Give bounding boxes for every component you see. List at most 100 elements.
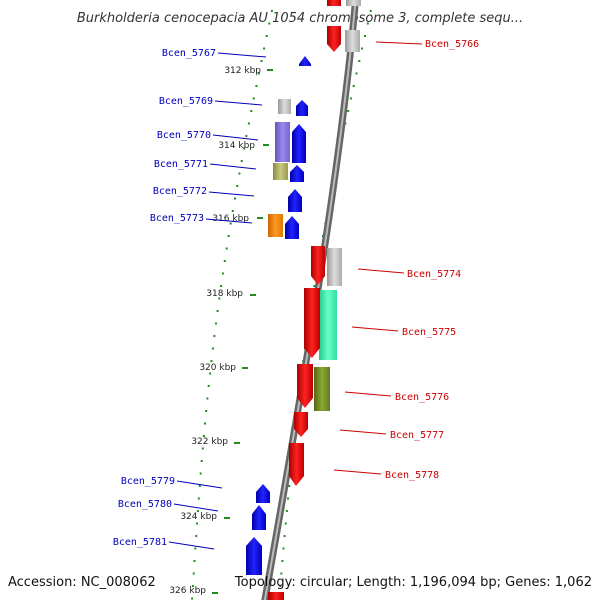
gene-arrow-bcen-5766[interactable] — [327, 26, 341, 52]
gene-label-bcen-5766[interactable]: Bcen_5766 — [425, 39, 479, 50]
tick-rail-left-dot — [236, 185, 239, 187]
kbp-ticks: 312 kbp 314 kbp 316 kbp 318 kbp 320 kbp … — [169, 66, 273, 596]
tick-rail-left-dot — [199, 472, 202, 475]
gene-label-bcen-5769[interactable]: Bcen_5769 — [159, 96, 213, 107]
tick-rail-left-dot — [225, 247, 228, 250]
leader-line-bcen-5772 — [208, 191, 255, 197]
kbp-tick-324: 324 kbp — [180, 512, 217, 522]
tick-rail-left-dot — [221, 272, 224, 275]
kbp-tick-318: 318 kbp — [206, 289, 243, 299]
tick-rail-left-dot — [270, 10, 273, 12]
annotation-box-5773 — [268, 214, 283, 237]
annotation-box-5776 — [314, 367, 330, 411]
tick-rail-left-dot — [263, 47, 266, 50]
gene-label-bcen-5770[interactable]: Bcen_5770 — [157, 130, 211, 141]
tick-rail-left-dot — [194, 547, 197, 550]
leader-line-bcen-5776 — [344, 391, 392, 397]
gene-arrow-bcen-5772[interactable] — [288, 189, 302, 212]
tick-rail-left-dot — [265, 35, 268, 37]
tick-rail-right-dot — [366, 22, 369, 25]
leader-line-bcen-5771 — [209, 163, 257, 170]
gene-arrow-bcen-5780[interactable] — [252, 505, 266, 530]
gene-arrow-bcen-5777[interactable] — [294, 412, 308, 437]
kbp-tick-320-mark — [242, 367, 248, 369]
gene-arrow-bcen-5771[interactable] — [290, 165, 304, 182]
tick-rail-right-dot — [281, 560, 284, 562]
tick-rail-left-dot — [229, 222, 232, 225]
gene-arrow-bcen-5775[interactable] — [304, 288, 320, 358]
gene-arrow-bcen-5776[interactable] — [297, 364, 313, 408]
annotation-box-5766 — [345, 30, 360, 52]
tick-rail-right-dot — [352, 85, 355, 87]
gene-label-bcen-5777[interactable]: Bcen_5777 — [390, 430, 444, 441]
kbp-tick-314-mark — [263, 144, 269, 146]
tick-rail-left-dot — [257, 72, 260, 75]
tick-rail-left-dot — [260, 60, 263, 62]
tick-rail-right-dot — [347, 110, 350, 112]
kbp-tick-312: 312 kbp — [224, 66, 261, 76]
leader-line-bcen-5778 — [333, 469, 382, 475]
tick-rail-right-dot — [358, 60, 361, 62]
kbp-tick-312-mark — [267, 69, 273, 71]
tick-rail-left-dot — [250, 110, 253, 112]
gene-arrow-bcen-5781[interactable] — [246, 537, 262, 575]
tick-rail-left-dot — [238, 172, 241, 175]
tick-rail-left-dot — [240, 160, 243, 162]
tick-rail-left-dot — [198, 485, 201, 487]
kbp-tick-318-mark — [250, 294, 256, 296]
tick-rail-left-dot — [216, 310, 219, 312]
tick-rail-left-dot — [245, 135, 248, 137]
gene-arrow-bcen-5766-top[interactable] — [327, 0, 341, 6]
tick-rail-right-dot — [287, 497, 289, 500]
tick-rail-right-dot — [349, 97, 352, 100]
reverse-gene-labels: Bcen_5766 Bcen_5774 Bcen_5775 Bcen_5776 … — [333, 39, 479, 481]
kbp-tick-316: 316 kbp — [212, 214, 249, 224]
gene-label-bcen-5778[interactable]: Bcen_5778 — [385, 470, 439, 481]
kbp-tick-322-mark — [234, 442, 240, 444]
tick-rail-right-dot — [288, 485, 291, 487]
gene-label-bcen-5774[interactable]: Bcen_5774 — [407, 269, 461, 280]
tick-rail-left-dot — [191, 597, 194, 600]
kbp-tick-326-mark — [212, 592, 218, 594]
tick-rail-left-dot — [218, 297, 221, 300]
gene-arrow-bottom-partial[interactable] — [268, 592, 284, 600]
annotation-boxes-left — [268, 99, 291, 237]
tick-rail-left-dot — [196, 522, 198, 525]
gene-label-bcen-5781[interactable]: Bcen_5781 — [113, 537, 167, 548]
gene-label-bcen-5775[interactable]: Bcen_5775 — [402, 327, 456, 338]
tick-rail-left-dot — [220, 285, 223, 287]
tick-rail-right-dot — [369, 10, 372, 12]
gene-label-bcen-5771[interactable]: Bcen_5771 — [154, 159, 208, 170]
annotation-box-5774 — [327, 248, 342, 286]
gene-label-bcen-5767[interactable]: Bcen_5767 — [162, 48, 216, 59]
leader-line-bcen-5769 — [214, 100, 263, 106]
tick-rail-right-dot — [355, 72, 358, 75]
gene-label-bcen-5776[interactable]: Bcen_5776 — [395, 392, 449, 403]
gene-arrow-bcen-5773[interactable] — [285, 216, 299, 239]
gene-arrow-bcen-5774[interactable] — [311, 246, 325, 285]
tick-rail-left-dot — [207, 385, 210, 387]
gene-arrow-bcen-5779[interactable] — [256, 484, 270, 503]
tick-rail-left-dot — [205, 410, 208, 412]
gene-label-bcen-5772[interactable]: Bcen_5772 — [153, 186, 207, 197]
gene-arrow-bcen-5770[interactable] — [292, 124, 306, 163]
annotation-box-5771 — [273, 163, 288, 180]
leader-line-bcen-5780 — [173, 503, 219, 512]
tick-rail-left-dot — [196, 510, 199, 512]
gene-label-bcen-5779[interactable]: Bcen_5779 — [121, 476, 175, 487]
accession-text: Accession: NC_008062 — [8, 575, 156, 590]
leader-line-bcen-5779 — [176, 480, 223, 489]
annotation-box-5770 — [275, 122, 290, 162]
gene-arrow-bcen-5767[interactable] — [299, 56, 311, 66]
tick-rail-left-dot — [211, 347, 214, 350]
gene-label-bcen-5780[interactable]: Bcen_5780 — [118, 499, 172, 510]
gene-label-bcen-5773[interactable]: Bcen_5773 — [150, 213, 204, 224]
gene-arrow-bcen-5778[interactable] — [289, 443, 304, 486]
tick-rail-left-dot — [210, 360, 213, 362]
tick-rail-right-dot — [283, 535, 286, 537]
gene-arrow-bcen-5769[interactable] — [296, 100, 308, 116]
leader-line-bcen-5766 — [375, 41, 423, 45]
tick-rail-left-dot — [209, 372, 212, 375]
tick-rail-left-dot — [201, 447, 204, 450]
